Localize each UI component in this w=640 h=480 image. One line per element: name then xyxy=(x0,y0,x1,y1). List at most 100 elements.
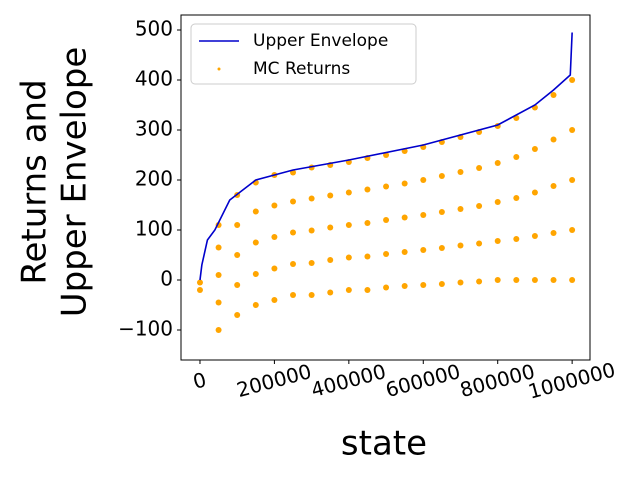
scatter-point xyxy=(252,302,259,308)
scatter-point xyxy=(420,212,427,218)
scatter-point xyxy=(327,192,334,199)
scatter-point xyxy=(438,209,445,215)
y-tick-label: 300 xyxy=(135,117,173,141)
scatter-point xyxy=(494,277,501,283)
scatter-point xyxy=(383,183,390,190)
scatter-point xyxy=(457,206,464,212)
scatter-point xyxy=(401,180,408,187)
scatter-point xyxy=(271,297,278,303)
scatter-point xyxy=(438,173,445,179)
plot-area xyxy=(196,32,576,333)
scatter-point xyxy=(290,198,297,205)
scatter-point xyxy=(457,169,464,175)
scatter-point xyxy=(550,277,557,283)
scatter-point xyxy=(252,208,259,215)
scatter-point xyxy=(569,127,576,133)
scatter-point xyxy=(401,249,408,255)
scatter-point xyxy=(513,195,520,201)
scatter-point xyxy=(476,203,483,209)
scatter-point xyxy=(327,224,334,231)
scatter-point xyxy=(308,260,315,266)
scatter-point xyxy=(234,312,241,318)
scatter-point xyxy=(252,271,259,277)
scatter-point xyxy=(364,287,371,293)
scatter-point xyxy=(420,247,427,253)
scatter-point xyxy=(364,253,371,260)
scatter-point xyxy=(569,227,576,233)
scatter-point xyxy=(252,239,259,246)
scatter-point xyxy=(457,242,464,249)
x-axis-label: state xyxy=(341,424,427,464)
legend-label: MC Returns xyxy=(253,59,350,79)
scatter-point xyxy=(531,233,538,239)
scatter-point xyxy=(308,195,315,202)
legend-box xyxy=(190,23,417,85)
y-tick-label: 100 xyxy=(135,217,173,241)
envelope-line xyxy=(199,32,573,281)
scatter-point xyxy=(271,265,278,272)
scatter-point xyxy=(550,92,557,98)
y-tick-label: 400 xyxy=(135,67,173,91)
axes-frame xyxy=(180,14,591,361)
scatter-point xyxy=(550,230,557,236)
scatter-point xyxy=(215,272,222,278)
scatter-point xyxy=(271,202,278,209)
scatter-point xyxy=(531,277,538,283)
legend-marker xyxy=(217,67,221,71)
x-tick-label: 600000 xyxy=(383,359,463,402)
x-tick-label: 400000 xyxy=(308,359,388,402)
scatter-point xyxy=(438,281,445,287)
scatter-point xyxy=(494,238,501,244)
scatter-point xyxy=(364,220,371,226)
scatter-point xyxy=(327,289,334,296)
scatter-point xyxy=(494,160,501,166)
scatter-point xyxy=(513,277,520,283)
y-axis-label-line: Upper Envelope xyxy=(55,47,95,318)
x-tick-label: 1000000 xyxy=(526,357,618,403)
legend: Upper Envelope MC Returns xyxy=(190,23,417,85)
y-axis-label-line: Returns and xyxy=(15,79,55,284)
scatter-point xyxy=(569,177,576,183)
scatter-point xyxy=(531,189,538,196)
scatter-point xyxy=(513,236,520,242)
scatter-point xyxy=(401,214,408,221)
scatter-point xyxy=(234,252,241,258)
x-tick-label: 0 xyxy=(190,367,209,393)
scatter-point xyxy=(234,282,241,288)
scatter-point xyxy=(383,284,390,291)
scatter-point xyxy=(476,278,483,285)
scatter-point xyxy=(215,244,222,251)
scatter-point xyxy=(327,257,334,263)
scatter-point xyxy=(438,245,445,251)
scatter-point xyxy=(494,199,501,205)
scatter-point xyxy=(476,165,483,171)
scatter-point xyxy=(290,292,297,298)
scatter-point xyxy=(345,222,352,228)
x-tick-label: 200000 xyxy=(234,359,314,402)
y-tick-label: −100 xyxy=(118,317,173,341)
scatter-point xyxy=(215,299,222,306)
scatter-point xyxy=(401,283,408,289)
scatter-point xyxy=(196,279,203,286)
scatter-point xyxy=(569,277,576,283)
scatter-point xyxy=(420,282,427,288)
scatter-point xyxy=(271,234,278,240)
scatter-point xyxy=(476,240,483,247)
scatter-point xyxy=(308,292,315,298)
scatter-point xyxy=(383,251,390,257)
legend-label: Upper Envelope xyxy=(253,31,388,51)
scatter-point xyxy=(457,279,464,286)
scatter-point xyxy=(215,327,222,333)
scatter-point xyxy=(308,227,315,234)
scatter-point xyxy=(513,154,520,160)
scatter-point xyxy=(383,217,390,223)
scatter-point xyxy=(550,136,557,143)
scatter-point xyxy=(290,229,297,236)
scatter-point xyxy=(420,177,427,183)
y-tick-label: 500 xyxy=(135,17,173,41)
scatter-point xyxy=(531,146,538,152)
scatter-point xyxy=(550,183,557,189)
scatter-point xyxy=(364,186,371,193)
scatter-point xyxy=(569,77,576,83)
